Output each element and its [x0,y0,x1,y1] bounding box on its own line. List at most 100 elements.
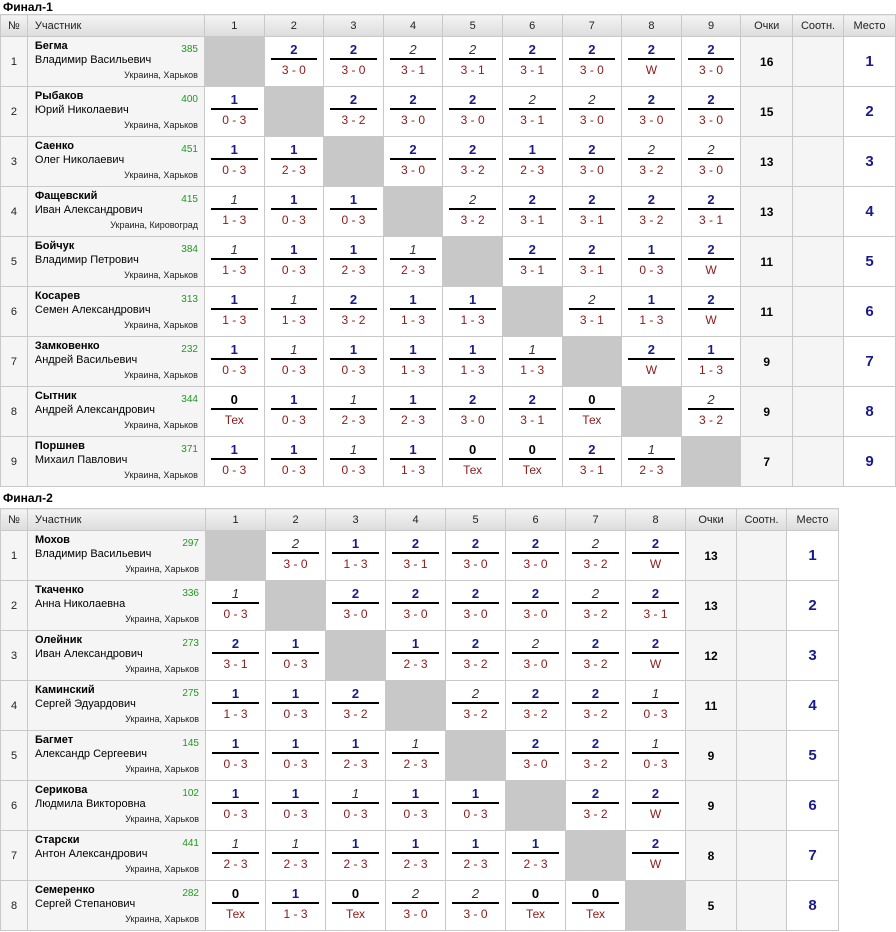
match-cell[interactable]: 2 3 - 0 [561,36,623,87]
match-cell[interactable]: 1 2 - 3 [385,630,446,681]
player-cell[interactable]: Семеренко Сергей Степанович 282 Украина, Ха… [27,880,206,931]
match-cell[interactable]: 2 3 - 0 [382,86,444,137]
player-last-name[interactable]: Рыбаков [34,90,84,102]
match-cell[interactable]: 1 0 - 3 [205,580,266,631]
match-cell[interactable]: 1 2 - 3 [505,830,566,881]
match-cell[interactable]: 2 3 - 2 [445,630,506,681]
match-cell[interactable]: 2 3 - 2 [323,286,384,337]
match-cell[interactable]: 1 0 - 3 [203,336,265,387]
player-last-name[interactable]: Каминский [35,684,95,696]
player-last-name[interactable]: Саенко [34,140,74,152]
match-cell[interactable]: 1 0 - 3 [265,780,326,831]
match-cell[interactable]: 2 3 - 1 [442,36,503,87]
match-cell[interactable]: 1 1 - 3 [442,286,503,337]
match-cell[interactable]: 2 3 - 0 [505,730,566,781]
match-cell[interactable]: 2 3 - 2 [621,186,682,237]
player-last-name[interactable]: Бегма [34,40,68,52]
match-cell[interactable]: 1 0 - 3 [323,436,384,487]
player-cell[interactable]: Бегма Владимир Васильевич 385 Украина, Харь… [26,36,205,87]
match-cell[interactable]: 2 3 - 0 [382,136,444,187]
match-cell[interactable]: 1 2 - 3 [385,730,446,781]
match-cell[interactable]: 0 Тех [442,436,503,487]
player-last-name[interactable]: Олейник [35,634,83,646]
match-cell[interactable]: 2 3 - 0 [325,580,386,631]
match-cell[interactable]: 2 3 - 1 [561,186,623,237]
match-cell[interactable]: 1 2 - 3 [445,830,506,881]
match-cell[interactable]: 2 3 - 0 [263,36,325,87]
match-cell[interactable]: 2 3 - 1 [385,530,446,581]
match-cell[interactable]: 2 3 - 0 [445,530,506,581]
match-cell[interactable]: 1 0 - 3 [625,680,686,731]
player-cell[interactable]: Серикова Людмила Викторовна 102 Украина, Ха… [27,780,206,831]
match-cell[interactable]: 1 2 - 3 [263,136,325,187]
match-cell[interactable]: 1 2 - 3 [205,830,266,881]
match-cell[interactable]: 1 1 - 3 [263,286,325,337]
player-cell[interactable]: Рыбаков Юрий Николаевич 400 Украина, Харько… [26,86,205,137]
match-cell[interactable]: 0 Тех [505,880,566,931]
match-cell[interactable]: 1 0 - 3 [205,730,266,781]
player-last-name[interactable]: Старски [35,834,80,846]
match-cell[interactable]: 1 2 - 3 [265,830,326,881]
match-cell[interactable]: 2 3 - 0 [621,86,682,137]
match-cell[interactable]: 1 1 - 3 [203,186,265,237]
match-cell[interactable]: 2 3 - 1 [625,580,686,631]
match-cell[interactable]: 2 3 - 0 [265,530,326,581]
match-cell[interactable]: 1 2 - 3 [323,386,384,437]
player-cell[interactable]: Каминский Сергей Эдуардович 275 Украина, Ха… [27,680,206,731]
match-cell[interactable]: 2 3 - 1 [205,630,266,681]
match-cell[interactable]: 2 3 - 2 [565,680,626,731]
match-cell[interactable]: 1 0 - 3 [203,136,265,187]
match-cell[interactable]: 1 0 - 3 [265,680,326,731]
player-last-name[interactable]: Поршнев [34,440,85,452]
match-cell[interactable]: 1 2 - 3 [382,236,444,287]
match-cell[interactable]: 2 3 - 1 [501,386,563,437]
player-cell[interactable]: Замковенко Андрей Васильевич 232 Украина, Х… [26,336,205,387]
match-cell[interactable]: 2 3 - 0 [442,86,503,137]
match-cell[interactable]: 1 2 - 3 [382,386,444,437]
player-cell[interactable]: Ткаченко Анна Николаевна 336 Украина, Харьк… [27,580,206,631]
match-cell[interactable]: 1 0 - 3 [385,780,446,831]
match-cell[interactable]: 0 Тех [561,386,623,437]
match-cell[interactable]: 1 0 - 3 [265,730,326,781]
match-cell[interactable]: 1 0 - 3 [203,436,265,487]
match-cell[interactable]: 2 3 - 1 [501,36,563,87]
player-last-name[interactable]: Фащевский [34,190,98,202]
match-cell[interactable]: 2 3 - 2 [445,680,506,731]
match-cell[interactable]: 0 Тех [325,880,386,931]
match-cell[interactable]: 2 3 - 1 [561,436,623,487]
player-cell[interactable]: Поршнев Михаил Павлович 371 Украина, Харько… [26,436,205,487]
player-last-name[interactable]: Замковенко [34,340,100,352]
match-cell[interactable]: 1 0 - 3 [323,186,384,237]
match-cell[interactable]: 1 2 - 3 [325,830,386,881]
match-cell[interactable]: 2 3 - 2 [565,730,626,781]
match-cell[interactable]: 0 Тех [203,386,265,437]
match-cell[interactable]: 1 1 - 3 [265,880,326,931]
match-cell[interactable]: 1 0 - 3 [325,780,386,831]
match-cell[interactable]: 1 0 - 3 [203,86,265,137]
match-cell[interactable]: 2 3 - 1 [561,236,623,287]
match-cell[interactable]: 1 1 - 3 [205,680,266,731]
match-cell[interactable]: 1 0 - 3 [263,386,325,437]
match-cell[interactable]: 1 1 - 3 [325,530,386,581]
match-cell[interactable]: 1 1 - 3 [382,336,444,387]
match-cell[interactable]: 2 3 - 2 [323,86,384,137]
player-last-name[interactable]: Багмет [35,734,74,746]
match-cell[interactable]: 2 3 - 2 [680,386,742,437]
match-cell[interactable]: 2 3 - 0 [680,86,742,137]
match-cell[interactable]: 1 2 - 3 [621,436,682,487]
match-cell[interactable]: 1 1 - 3 [203,236,265,287]
match-cell[interactable]: 1 1 - 3 [621,286,682,337]
match-cell[interactable]: 0 Тех [205,880,266,931]
match-cell[interactable]: 2 3 - 0 [680,136,742,187]
match-cell[interactable]: 1 1 - 3 [382,436,444,487]
player-cell[interactable]: Косарев Семен Александрович 313 Украина, Ха… [26,286,205,337]
player-last-name[interactable]: Семеренко [35,884,95,896]
match-cell[interactable]: 2 3 - 2 [442,136,503,187]
match-cell[interactable]: 1 2 - 3 [325,730,386,781]
match-cell[interactable]: 2 3 - 2 [565,630,626,681]
match-cell[interactable]: 2 3 - 0 [445,880,506,931]
